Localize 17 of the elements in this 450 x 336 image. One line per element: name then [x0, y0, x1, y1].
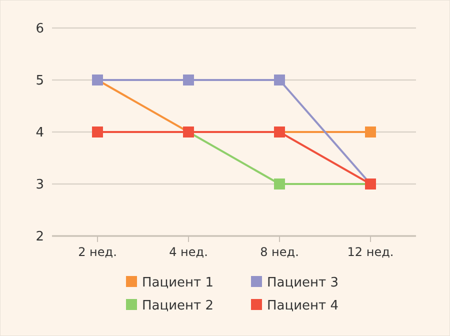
- y-tick-label: 4: [36, 126, 44, 141]
- point: [274, 74, 285, 86]
- y-tick-label: 6: [36, 22, 44, 37]
- legend-label: Пациент 3: [267, 276, 339, 291]
- legend-label: Пациент 4: [267, 298, 339, 314]
- y-tick-label: 3: [36, 178, 44, 193]
- point: [365, 126, 376, 138]
- x-tick-label: 8 нед.: [260, 245, 299, 259]
- y-tick-label: 5: [36, 74, 44, 89]
- point: [183, 74, 194, 86]
- y-tick-label: 2: [36, 230, 44, 245]
- legend-label: Пациент 1: [142, 276, 214, 291]
- point: [274, 178, 285, 190]
- legend-label: Пациент 2: [142, 298, 214, 314]
- x-tick-label: 4 нед.: [169, 245, 208, 259]
- x-tick-label: 2 нед.: [78, 245, 117, 259]
- x-tick-label: 12 нед.: [347, 245, 394, 259]
